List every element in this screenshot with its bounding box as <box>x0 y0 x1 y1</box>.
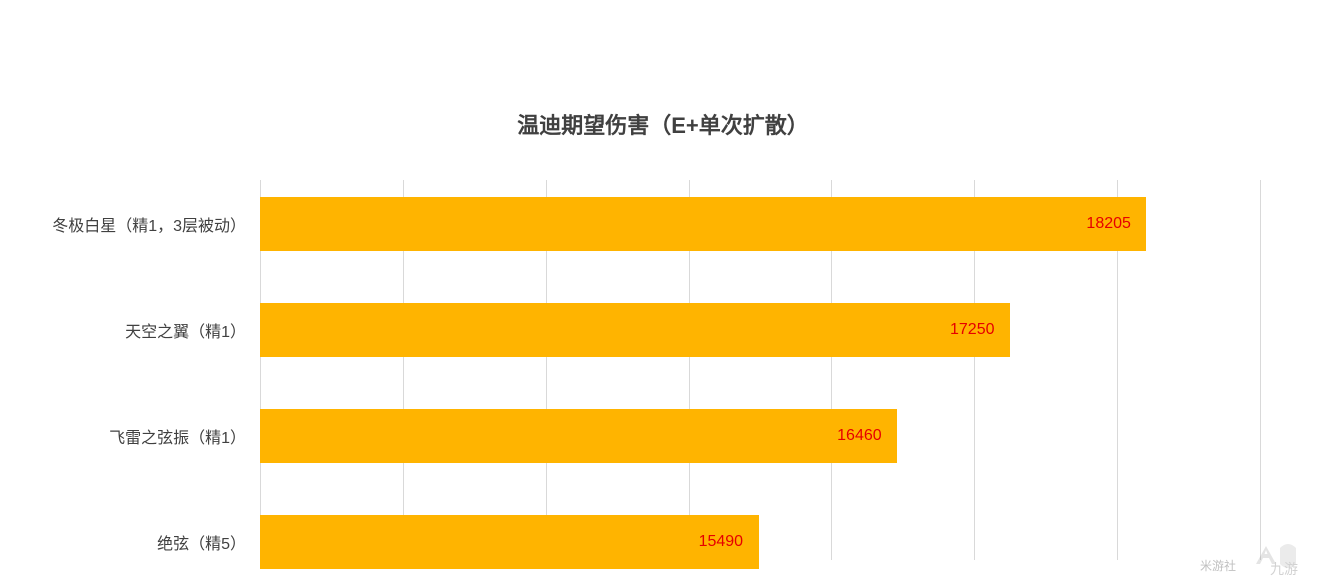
bar <box>260 197 1146 251</box>
chart-title: 温迪期望伤害（E+单次扩散） <box>0 108 1326 140</box>
category-label: 绝弦（精5） <box>157 530 260 554</box>
gridline <box>1260 180 1261 560</box>
bar-value-label: 18205 <box>1086 215 1131 233</box>
site-logo: 九游 <box>1252 534 1316 578</box>
bar-row: 17250天空之翼（精1） <box>260 303 1260 357</box>
bar-value-label: 15490 <box>699 533 744 551</box>
bar <box>260 515 759 569</box>
bar <box>260 409 897 463</box>
bar-value-label: 16460 <box>837 427 882 445</box>
bar <box>260 303 1010 357</box>
logo-text: 九游 <box>1270 561 1298 577</box>
plot-area: 18205冬极白星（精1，3层被动） 17250天空之翼（精1） 16460飞雷之弦… <box>260 180 1260 560</box>
source-watermark: 米游社 <box>1200 557 1236 574</box>
category-label: 天空之翼（精1） <box>125 318 260 342</box>
category-label: 冬极白星（精1，3层被动） <box>52 212 260 236</box>
chart-container: 温迪期望伤害（E+单次扩散） 18205冬极白星（精1，3层被动）17250天空… <box>0 0 1326 584</box>
bar-row: 18205冬极白星（精1，3层被动） <box>260 197 1260 251</box>
category-label: 飞雷之弦振（精1） <box>109 424 260 448</box>
bar-row: 16460飞雷之弦振（精1） <box>260 409 1260 463</box>
bar-row: 15490绝弦（精5） <box>260 515 1260 569</box>
bar-value-label: 17250 <box>950 321 995 339</box>
